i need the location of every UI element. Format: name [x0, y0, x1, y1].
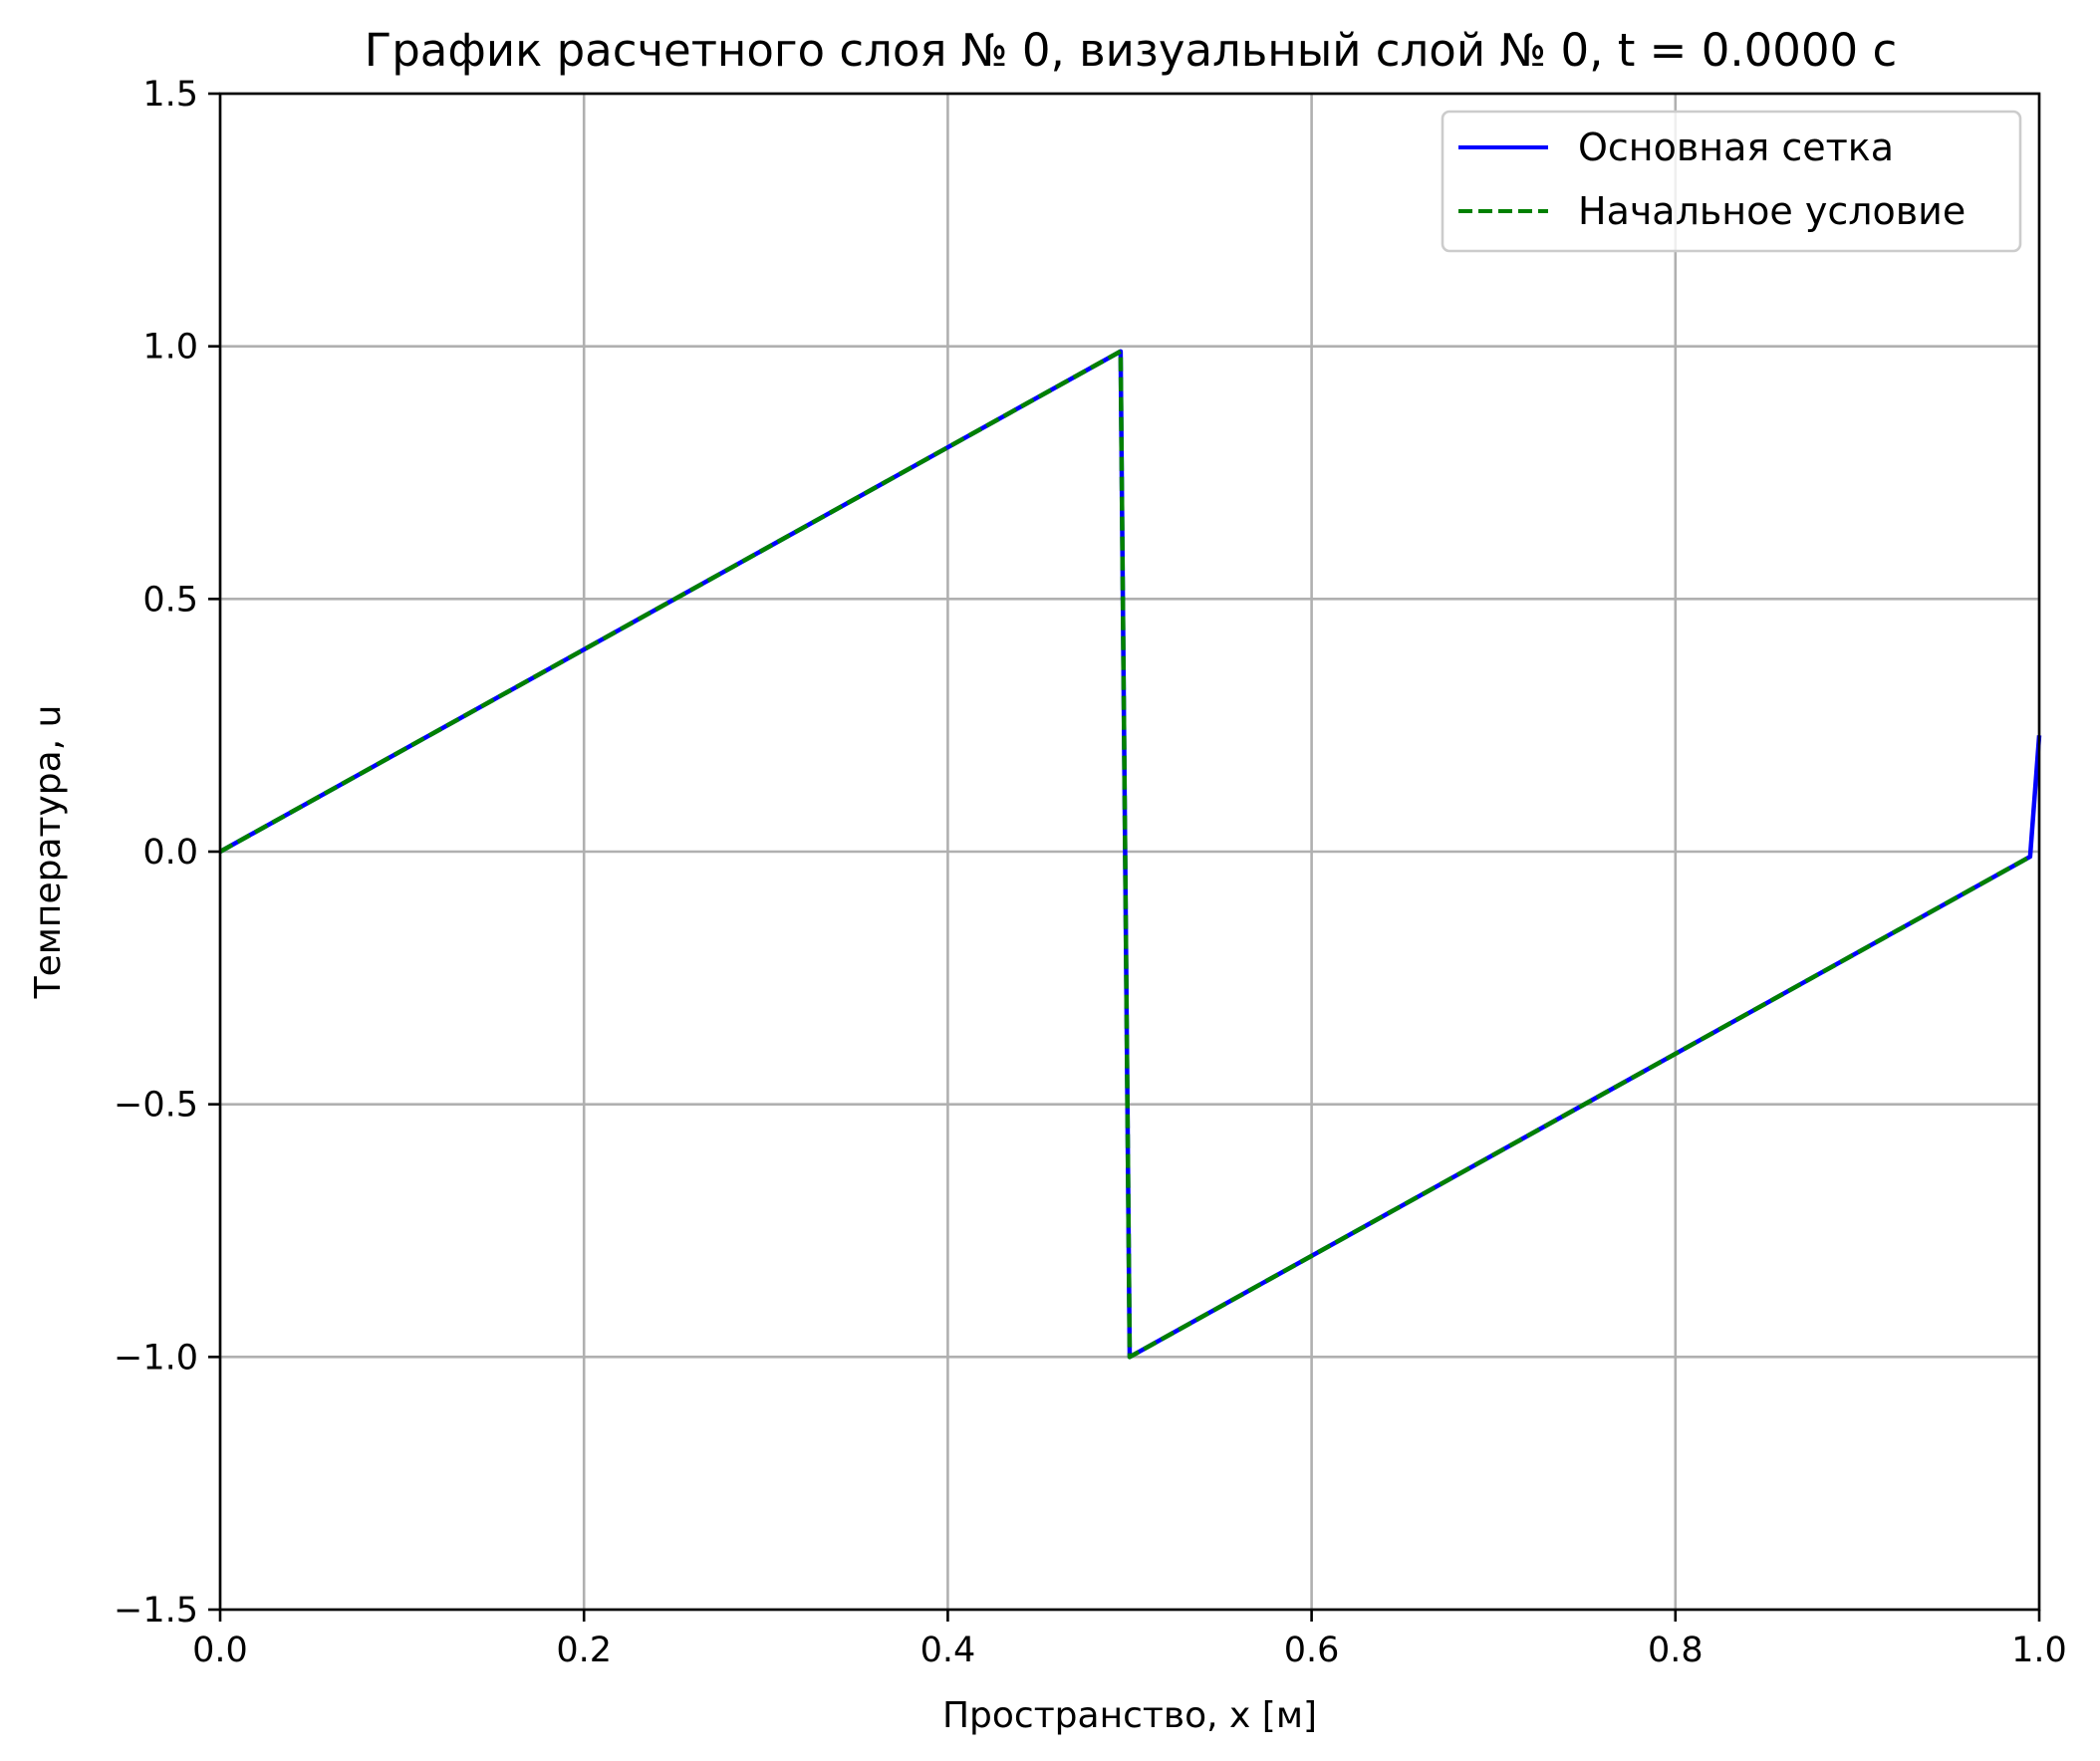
legend-box	[1441, 110, 2022, 253]
x-tick-label-0-6: 0.6	[1284, 1631, 1340, 1670]
y-tick-label-0: −1.5	[114, 1591, 198, 1631]
y-axis-label: Температура, u	[28, 705, 69, 1000]
y-tick-label-1: −1.0	[114, 1338, 198, 1378]
x-tick-label-0-4: 0.4	[920, 1631, 976, 1670]
legend-label-nachalnoe-uslovie: Начальное условие	[1578, 189, 1966, 233]
series-layer	[218, 349, 2042, 1360]
x-tick-label-0-8: 0.8	[1648, 1631, 1704, 1670]
legend: Основная сетка Начальное условие	[1441, 110, 2022, 253]
x-tick-label-1-0: 1.0	[2011, 1631, 2067, 1670]
ticks: 0.0 0.2 0.4 0.6 0.8 1.0 −1.5 −1.0 −0.5 0.0 0.5 1.0 1…	[114, 75, 2067, 1670]
y-tick-label-6: 1.5	[142, 75, 198, 115]
y-tick-label-4: 0.5	[142, 580, 198, 620]
x-axis-label: Пространство, x [м]	[942, 1695, 1317, 1736]
x-tick-label-0-2: 0.2	[556, 1631, 612, 1670]
y-tick-label-2: −0.5	[114, 1086, 198, 1126]
series-line-1	[218, 349, 2031, 1360]
chart-title: График расчетного слоя № 0, визуальный с…	[365, 24, 1897, 77]
legend-label-osnovnaya-setka: Основная сетка	[1578, 126, 1894, 169]
x-tick-label-0-0: 0.0	[192, 1631, 248, 1670]
y-tick-label-3: 0.0	[142, 833, 198, 873]
y-tick-label-5: 1.0	[142, 328, 198, 368]
